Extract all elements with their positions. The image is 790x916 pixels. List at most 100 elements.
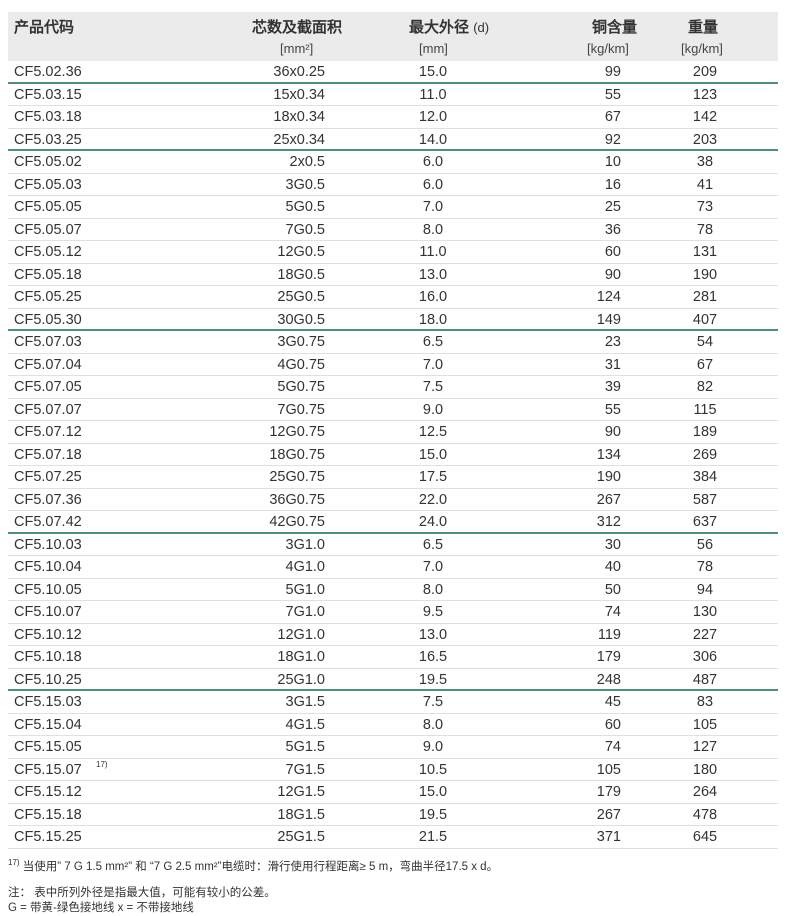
cores-cross-section: 7G1.0 xyxy=(285,604,326,620)
table-row: CF5.07.18 18G0.75 15.0 134 269 xyxy=(8,444,778,466)
max-diameter: 11.0 xyxy=(419,244,447,260)
weight: 127 xyxy=(692,739,718,755)
table-row: CF5.07.42 42G0.75 24.0 312 637 xyxy=(8,511,778,534)
copper-content: 45 xyxy=(604,694,621,710)
copper-content: 74 xyxy=(604,604,621,620)
weight: 142 xyxy=(692,109,718,125)
product-code: CF5.15.03 xyxy=(14,694,82,710)
copper-content: 50 xyxy=(604,581,621,598)
product-code: CF5.05.05 xyxy=(14,199,82,215)
weight: 38 xyxy=(696,154,714,170)
copper-content: 179 xyxy=(596,649,621,665)
copper-content: 10 xyxy=(604,154,621,170)
header-cores: 芯数及截面积 xyxy=(252,19,343,36)
copper-content: 36 xyxy=(604,221,621,238)
table-row: CF5.03.25 25x0.34 14.0 92 203 xyxy=(8,129,778,151)
cores-cross-section: 3G0.75 xyxy=(277,334,325,350)
copper-content: 99 xyxy=(604,64,621,80)
copper-content: 149 xyxy=(596,311,621,328)
table-row: CF5.05.03 3G0.5 6.0 16 41 xyxy=(8,174,778,196)
max-diameter: 7.5 xyxy=(422,379,444,395)
product-code: CF5.10.12 xyxy=(14,626,82,643)
product-code: CF5.07.03 xyxy=(14,334,82,350)
table-row: CF5.15.07 17) 7G1.5 10.5 105 180 xyxy=(8,759,778,781)
copper-content: 92 xyxy=(604,131,621,148)
max-diameter: 8.0 xyxy=(422,581,444,598)
weight: 264 xyxy=(692,784,718,800)
cores-cross-section: 18G1.5 xyxy=(277,806,325,823)
table-row: CF5.03.15 15x0.34 11.0 55 123 xyxy=(8,84,778,106)
copper-content: 16 xyxy=(604,176,621,193)
weight: 407 xyxy=(692,311,718,328)
max-diameter: 7.5 xyxy=(422,694,444,710)
table-row: CF5.05.05 5G0.5 7.0 25 73 xyxy=(8,196,778,219)
copper-content: 267 xyxy=(596,806,621,823)
copper-content: 31 xyxy=(604,356,621,373)
weight: 281 xyxy=(692,289,718,305)
header-diameter: 最大外径 (d) xyxy=(409,16,489,37)
max-diameter: 6.5 xyxy=(422,536,444,553)
header-diameter-label: 最大外径 xyxy=(409,19,470,36)
header-copper-unit: [kg/km] xyxy=(587,41,629,56)
copper-content: 40 xyxy=(604,559,621,575)
table-row: CF5.07.05 5G0.75 7.5 39 82 xyxy=(8,376,778,399)
max-diameter: 7.0 xyxy=(422,199,444,215)
cores-cross-section: 7G0.5 xyxy=(285,221,326,238)
copper-content: 25 xyxy=(604,199,621,215)
weight: 306 xyxy=(692,649,718,665)
table-row: CF5.10.04 4G1.0 7.0 40 78 xyxy=(8,556,778,579)
weight: 123 xyxy=(692,86,718,103)
max-diameter: 18.0 xyxy=(418,311,448,328)
footnote-ref: 17) xyxy=(96,759,108,769)
cores-cross-section: 18G0.5 xyxy=(277,266,325,283)
max-diameter: 17.5 xyxy=(418,469,448,485)
weight: 54 xyxy=(696,334,714,350)
table-row: CF5.15.18 18G1.5 19.5 267 478 xyxy=(8,804,778,826)
max-diameter: 13.0 xyxy=(418,626,448,643)
product-code: CF5.10.03 xyxy=(14,536,82,553)
table-row: CF5.15.03 3G1.5 7.5 45 83 xyxy=(8,691,778,714)
cores-cross-section: 25G0.5 xyxy=(277,289,325,305)
header-weight-unit: [kg/km] xyxy=(681,41,723,56)
copper-content: 312 xyxy=(596,514,621,530)
cable-table: 产品代码 芯数及截面积 [mm²] 最大外径 (d) [mm] 铜含量 [kg/… xyxy=(8,12,778,849)
weight: 41 xyxy=(696,176,714,193)
cores-cross-section: 3G1.5 xyxy=(285,694,326,710)
product-code: CF5.07.18 xyxy=(14,446,82,463)
cores-cross-section: 5G1.0 xyxy=(285,581,326,598)
product-code: CF5.15.12 xyxy=(14,784,82,800)
table-row: CF5.15.12 12G1.5 15.0 179 264 xyxy=(8,781,778,804)
weight: 269 xyxy=(692,446,718,463)
table-row: CF5.15.04 4G1.5 8.0 60 105 xyxy=(8,714,778,736)
copper-content: 60 xyxy=(604,716,621,733)
weight: 67 xyxy=(696,356,714,373)
max-diameter: 9.0 xyxy=(422,739,444,755)
cores-cross-section: 2x0.5 xyxy=(289,154,325,170)
weight: 115 xyxy=(693,401,717,418)
max-diameter: 8.0 xyxy=(422,221,444,238)
max-diameter: 19.5 xyxy=(418,671,448,688)
cores-cross-section: 7G0.75 xyxy=(277,401,325,418)
copper-content: 30 xyxy=(604,536,621,553)
copper-content: 134 xyxy=(596,446,621,463)
product-code: CF5.03.15 xyxy=(14,86,82,103)
weight: 203 xyxy=(692,131,718,148)
table-row: CF5.05.12 12G0.5 11.0 60 131 xyxy=(8,241,778,264)
cores-cross-section: 36G0.75 xyxy=(269,491,325,508)
product-code: CF5.05.18 xyxy=(14,266,82,283)
max-diameter: 15.0 xyxy=(418,64,448,80)
copper-content: 90 xyxy=(604,266,621,283)
cores-cross-section: 12G1.5 xyxy=(277,784,325,800)
table-row: CF5.05.18 18G0.5 13.0 90 190 xyxy=(8,264,778,286)
copper-content: 371 xyxy=(596,829,621,845)
max-diameter: 13.0 xyxy=(418,266,448,283)
copper-content: 119 xyxy=(597,626,621,643)
copper-content: 39 xyxy=(604,379,621,395)
cores-cross-section: 25G1.0 xyxy=(277,671,325,688)
product-code: CF5.02.36 xyxy=(14,64,82,80)
table-row: CF5.10.05 5G1.0 8.0 50 94 xyxy=(8,579,778,601)
weight: 227 xyxy=(692,626,718,643)
header-diameter-unit: [mm] xyxy=(419,41,448,56)
cores-cross-section: 4G1.5 xyxy=(285,716,326,733)
table-row: CF5.10.07 7G1.0 9.5 74 130 xyxy=(8,601,778,624)
